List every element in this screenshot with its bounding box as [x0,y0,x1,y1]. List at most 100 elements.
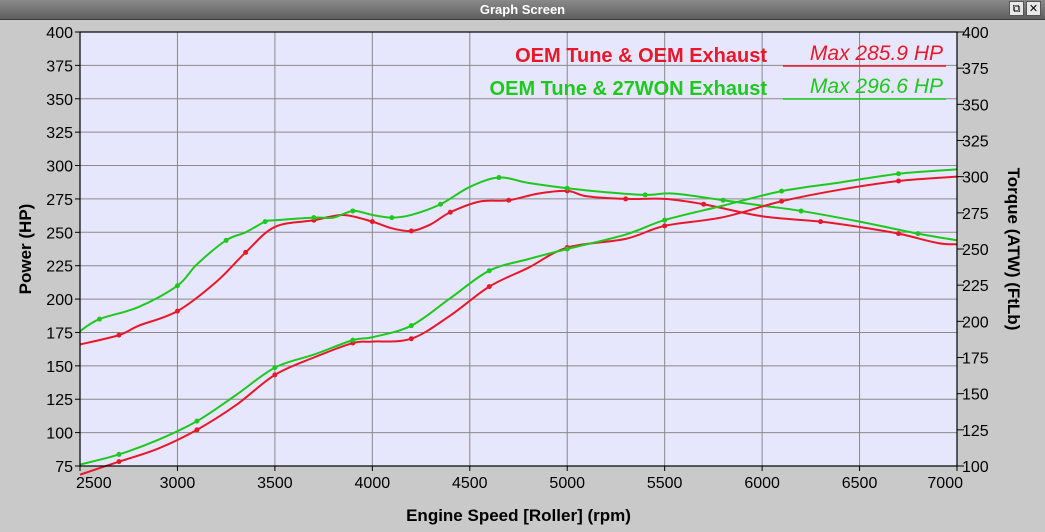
legend: OEM Tune & OEM Exhaust Max 285.9 HP OEM Tu… [490,42,946,100]
x-tick-label: 4000 [355,475,391,492]
series-point-torque-27won [662,217,668,223]
series-point-power-27won [496,175,502,181]
y2-tick-label: 250 [962,242,989,259]
series-point-power-oem [701,201,707,207]
series-point-power-oem [506,197,512,203]
series-line-torque-oem [79,175,958,476]
series-point-power-oem [116,332,122,338]
y2-tick-label: 125 [962,423,989,440]
series-point-power-oem [408,228,414,234]
axes: 2500 3000 3500 4000 4500 5000 5500 6000 6500 7000… [16,25,1023,525]
series-point-torque-27won [779,188,785,194]
y-tick-label: 325 [46,125,73,142]
series-point-torque-oem [272,372,278,378]
series-point-power-oem [623,196,629,202]
chart: 2500 3000 3500 4000 4500 5000 5500 6000 6500 7000… [16,25,1023,525]
y2-tick-label: 175 [962,351,989,368]
series-point-power-27won [798,208,804,214]
series-point-power-oem [447,209,453,215]
legend-label: OEM Tune & 27WON Exhaust [490,78,768,100]
y-tick-label: 100 [46,426,73,443]
series-point-power-27won [564,185,570,191]
y-tick-label: 125 [46,392,73,409]
series-torque-27won [79,168,958,466]
y-tick-label: 225 [46,259,73,276]
series-point-power-27won [642,192,648,198]
series-power-oem [79,188,958,346]
y2-tick-label: 150 [962,387,989,404]
y2-tick-label: 350 [962,97,989,114]
series-point-torque-27won [896,171,902,177]
close-icon[interactable]: ✕ [1026,1,1041,16]
x-tick-label: 5000 [549,475,585,492]
y-tick-label: 200 [46,292,73,309]
x-tick-label: 7000 [927,475,963,492]
series-point-torque-oem [896,178,902,184]
series-point-torque-27won [564,246,570,252]
y-tick-label: 175 [46,325,73,342]
series-point-power-oem [369,219,375,225]
series-point-torque-oem [194,427,200,433]
y-axis-title: Power (HP) [16,204,35,295]
series-point-power-oem [818,219,824,225]
series-point-torque-27won [194,418,200,424]
series-point-power-oem [243,249,249,255]
y-tick-label: 400 [46,25,73,42]
y2-axis-title: Torque (ATW) (FtLb) [1004,168,1023,331]
window-title: Graph Screen [479,2,566,17]
y-tick-label: 75 [55,459,73,476]
series-point-power-27won [720,197,726,203]
series-line-power-oem [79,189,958,346]
y2-tick-label: 200 [962,314,989,331]
series-point-torque-oem [116,459,122,465]
legend-max-value: Max 285.9 HP [810,42,943,65]
y-tick-label: 150 [46,359,73,376]
y-tick-label: 375 [46,58,73,75]
series-point-power-oem [896,231,902,237]
series-point-power-27won [174,283,180,289]
y-tick-label: 275 [46,192,73,209]
series-point-torque-oem [779,198,785,204]
series-point-power-27won [262,219,268,225]
legend-label: OEM Tune & OEM Exhaust [515,45,767,67]
window-titlebar: Graph Screen ⧉ ✕ [0,0,1045,20]
y-tick-label: 300 [46,159,73,176]
x-tick-label: 4500 [452,475,488,492]
series-point-power-27won [350,208,356,214]
series-point-power-27won [389,215,395,221]
series-point-torque-oem [486,284,492,290]
y2-tick-label: 100 [962,459,989,476]
series-point-torque-27won [272,365,278,371]
x-tick-label: 6000 [744,475,780,492]
series-group [79,168,958,476]
series-point-power-27won [915,231,921,237]
x-tick-label: 5500 [647,475,683,492]
restore-icon[interactable]: ⧉ [1009,1,1024,16]
plot-area [80,32,957,466]
series-point-torque-27won [350,337,356,343]
legend-max-value: Max 296.6 HP [810,75,943,98]
series-point-torque-oem [662,223,668,229]
x-axis-title: Engine Speed [Roller] (rpm) [406,506,631,525]
series-point-power-27won [223,237,229,243]
x-tick-label: 2500 [76,475,112,492]
x-tick-label: 6500 [842,475,878,492]
series-point-power-oem [174,308,180,314]
series-line-torque-27won [79,168,958,466]
plot-frame [79,31,958,467]
series-point-torque-27won [408,323,414,329]
series-point-torque-27won [486,268,492,274]
series-point-power-27won [96,316,102,322]
series-point-power-27won [438,201,444,207]
y2-tick-label: 400 [962,25,989,42]
series-point-power-27won [311,215,317,221]
y2-tick-label: 300 [962,170,989,187]
y2-tick-label: 275 [962,206,989,223]
x-tick-label: 3500 [257,475,293,492]
y-tick-label: 350 [46,92,73,109]
series-point-torque-27won [116,451,122,457]
y-tick-label: 250 [46,225,73,242]
y2-tick-label: 375 [962,61,989,78]
y2-tick-label: 225 [962,278,989,295]
y2-tick-label: 325 [962,134,989,151]
